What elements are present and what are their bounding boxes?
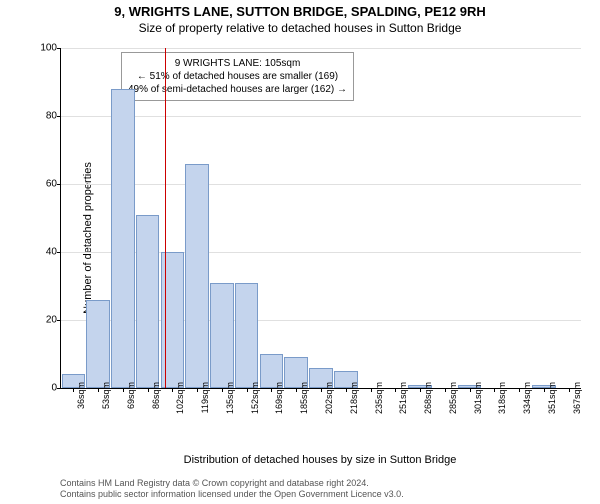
x-tick-mark — [172, 388, 173, 392]
x-tick-mark — [371, 388, 372, 392]
x-tick-label: 53sqm — [101, 382, 111, 409]
histogram-bar — [185, 164, 209, 388]
x-tick-mark — [420, 388, 421, 392]
x-tick-label: 169sqm — [274, 382, 284, 414]
y-tick-mark — [57, 116, 61, 117]
x-tick-mark — [247, 388, 248, 392]
x-tick-label: 318sqm — [497, 382, 507, 414]
x-tick-mark — [494, 388, 495, 392]
x-tick-mark — [445, 388, 446, 392]
x-tick-mark — [123, 388, 124, 392]
x-tick-label: 69sqm — [126, 382, 136, 409]
x-tick-mark — [321, 388, 322, 392]
y-tick-label: 80 — [29, 111, 57, 122]
x-tick-mark — [519, 388, 520, 392]
x-tick-mark — [148, 388, 149, 392]
plot-area: Number of detached properties 9 WRIGHTS … — [60, 48, 580, 428]
chart-subtitle: Size of property relative to detached ho… — [0, 21, 600, 35]
x-tick-mark — [569, 388, 570, 392]
x-tick-mark — [271, 388, 272, 392]
x-tick-label: 202sqm — [324, 382, 334, 414]
histogram-bar — [111, 89, 135, 388]
y-tick-mark — [57, 48, 61, 49]
y-tick-label: 20 — [29, 315, 57, 326]
x-tick-label: 86sqm — [151, 382, 161, 409]
x-tick-label: 301sqm — [473, 382, 483, 414]
footer-attribution: Contains HM Land Registry data © Crown c… — [60, 478, 404, 500]
x-axis-label: Distribution of detached houses by size … — [184, 454, 457, 466]
chart-inner: 9 WRIGHTS LANE: 105sqm← 51% of detached … — [60, 48, 581, 389]
x-tick-label: 102sqm — [175, 382, 185, 414]
x-tick-mark — [73, 388, 74, 392]
x-tick-label: 268sqm — [423, 382, 433, 414]
y-tick-label: 100 — [29, 43, 57, 54]
x-tick-mark — [346, 388, 347, 392]
x-tick-mark — [98, 388, 99, 392]
footer-line-2: Contains public sector information licen… — [60, 489, 404, 500]
x-tick-label: 152sqm — [250, 382, 260, 414]
y-tick-label: 0 — [29, 383, 57, 394]
reference-line — [165, 48, 166, 388]
histogram-bar — [210, 283, 234, 388]
x-tick-mark — [544, 388, 545, 392]
x-tick-label: 367sqm — [572, 382, 582, 414]
x-tick-mark — [395, 388, 396, 392]
x-tick-mark — [470, 388, 471, 392]
x-tick-label: 334sqm — [522, 382, 532, 414]
x-tick-label: 185sqm — [299, 382, 309, 414]
histogram-bar — [235, 283, 259, 388]
page-title: 9, WRIGHTS LANE, SUTTON BRIDGE, SPALDING… — [0, 4, 600, 19]
x-tick-mark — [197, 388, 198, 392]
annotation-line: ← 51% of detached houses are smaller (16… — [128, 70, 347, 83]
x-tick-label: 218sqm — [349, 382, 359, 414]
histogram-bar — [86, 300, 110, 388]
x-tick-label: 135sqm — [225, 382, 235, 414]
x-tick-label: 351sqm — [547, 382, 557, 414]
grid-line — [61, 116, 581, 117]
y-tick-label: 60 — [29, 179, 57, 190]
y-tick-mark — [57, 252, 61, 253]
x-tick-mark — [222, 388, 223, 392]
x-tick-mark — [296, 388, 297, 392]
footer-line-1: Contains HM Land Registry data © Crown c… — [60, 478, 404, 489]
chart-container: 9, WRIGHTS LANE, SUTTON BRIDGE, SPALDING… — [0, 4, 600, 504]
x-tick-label: 36sqm — [76, 382, 86, 409]
y-tick-label: 40 — [29, 247, 57, 258]
grid-line — [61, 48, 581, 49]
histogram-bar — [136, 215, 160, 388]
x-tick-label: 285sqm — [448, 382, 458, 414]
annotation-box: 9 WRIGHTS LANE: 105sqm← 51% of detached … — [121, 52, 354, 101]
annotation-line: 49% of semi-detached houses are larger (… — [128, 83, 347, 96]
x-tick-label: 235sqm — [374, 382, 384, 414]
annotation-line: 9 WRIGHTS LANE: 105sqm — [128, 57, 347, 70]
x-tick-label: 119sqm — [200, 382, 210, 413]
y-tick-mark — [57, 388, 61, 389]
x-tick-label: 251sqm — [398, 382, 408, 414]
y-tick-mark — [57, 320, 61, 321]
grid-line — [61, 184, 581, 185]
y-tick-mark — [57, 184, 61, 185]
